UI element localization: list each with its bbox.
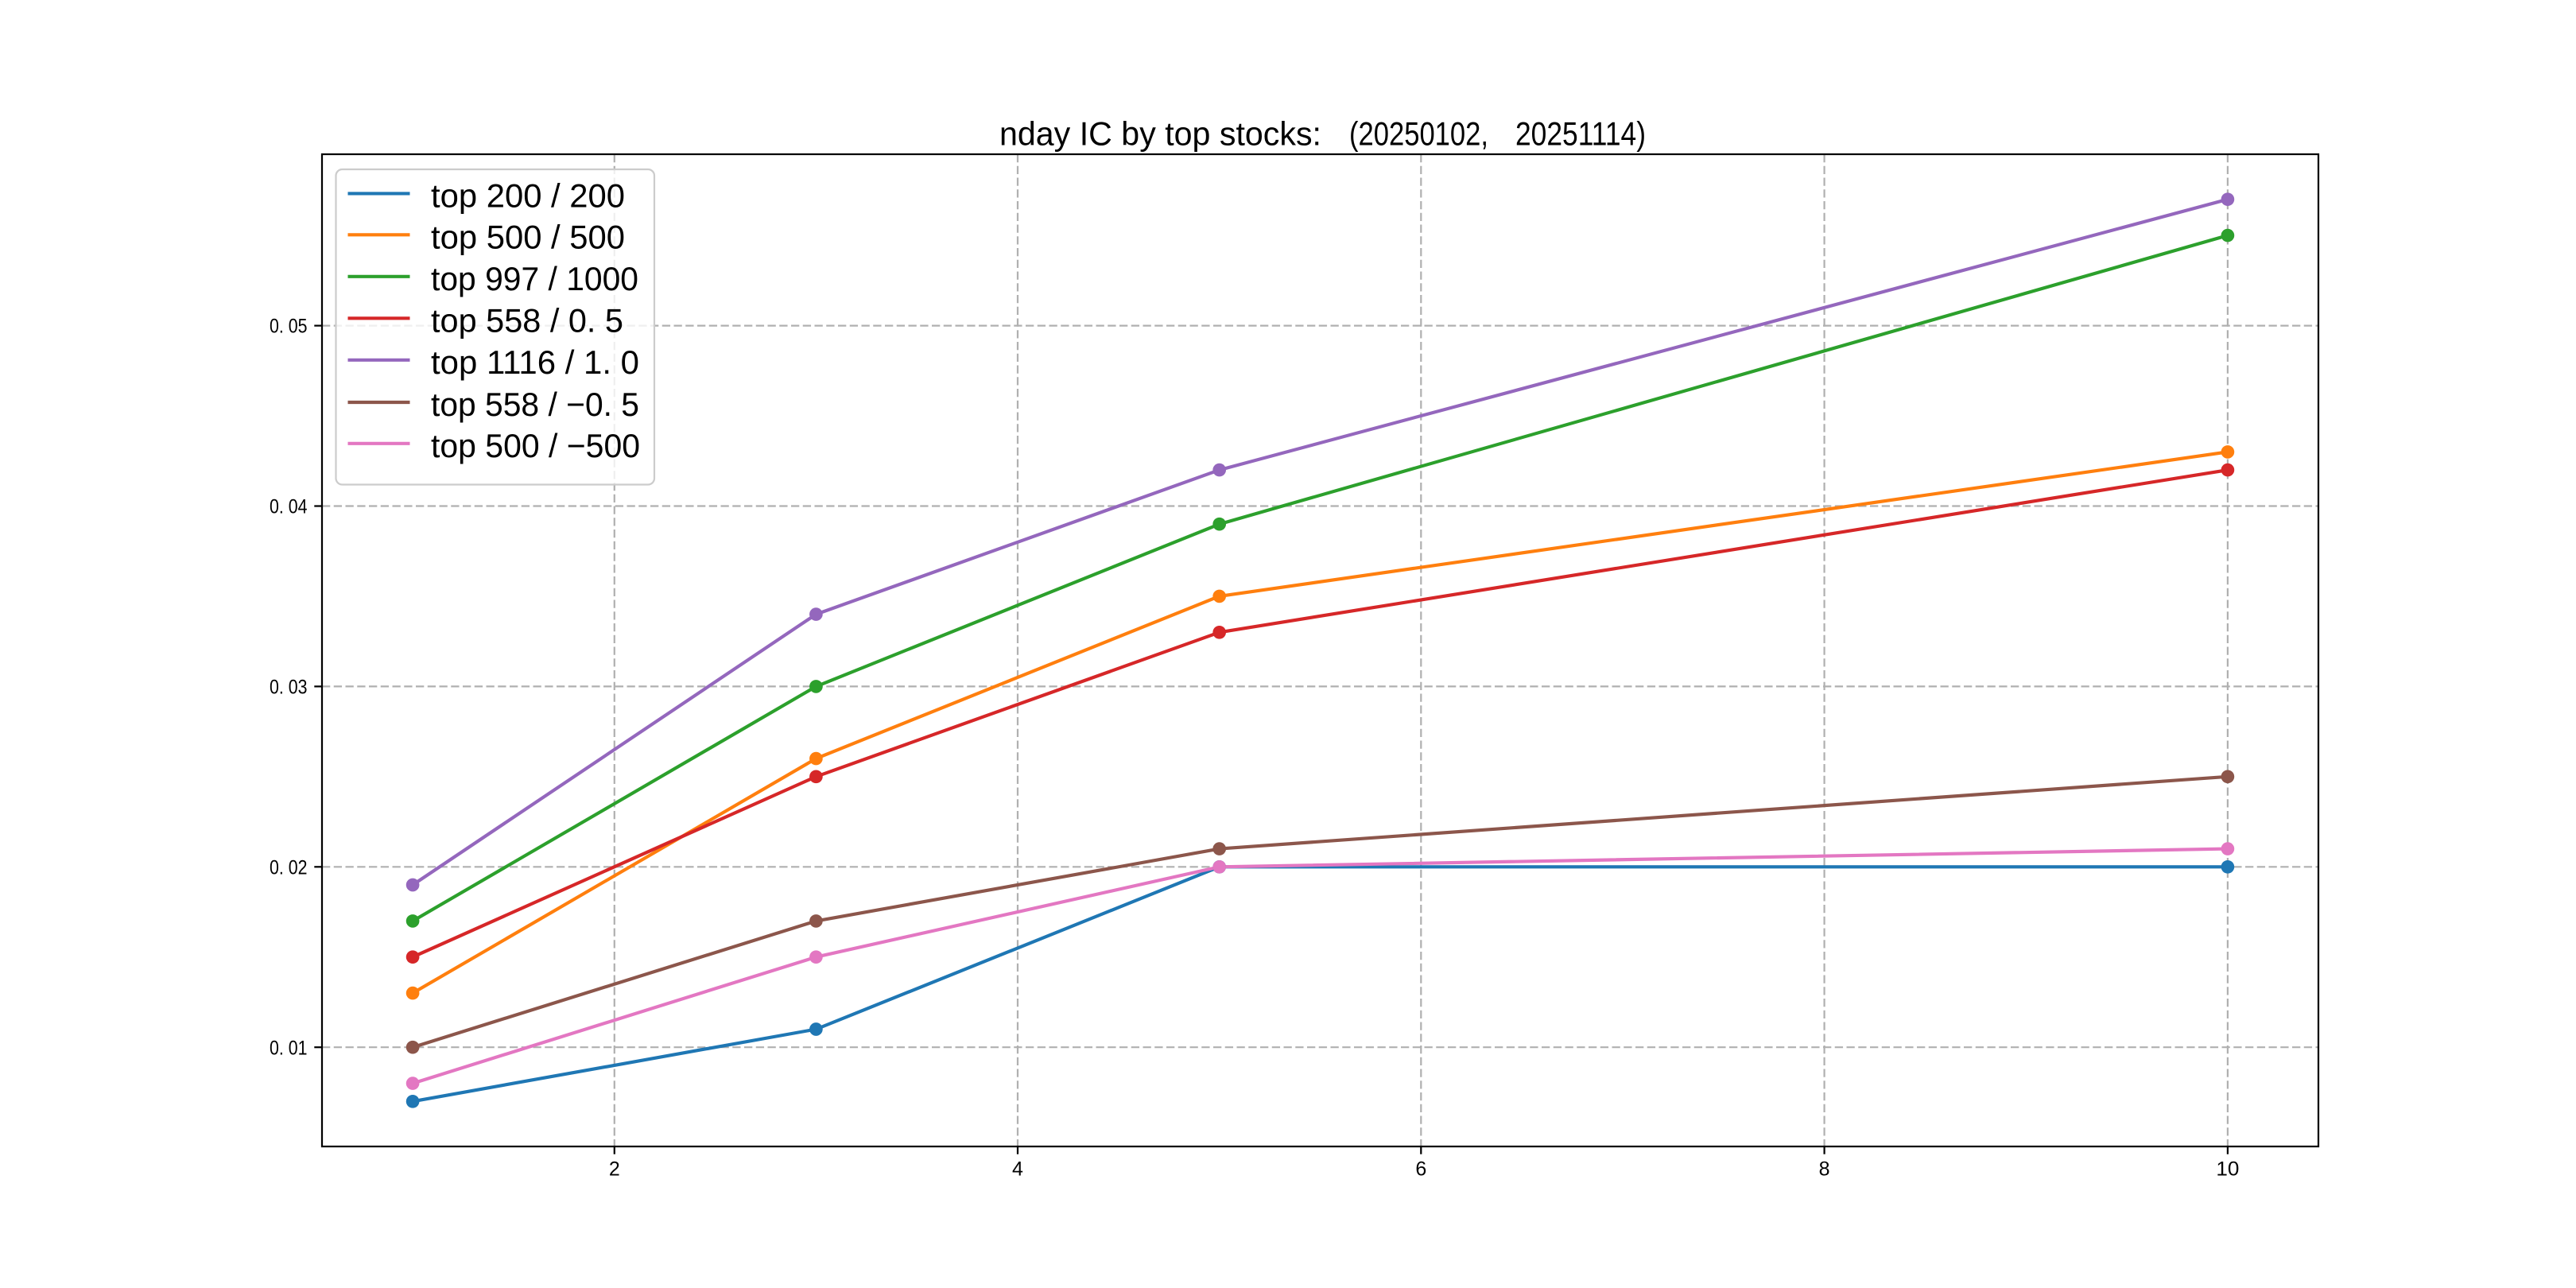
svg-text:top 997 / 1000: top 997 / 1000 xyxy=(431,260,638,297)
svg-text:top 200 / 200: top 200 / 200 xyxy=(431,177,625,215)
svg-text:0. 01: 0. 01 xyxy=(270,1037,308,1059)
svg-text:0. 05: 0. 05 xyxy=(270,316,308,338)
svg-text:2: 2 xyxy=(609,1158,620,1181)
svg-text:10: 10 xyxy=(2216,1158,2239,1181)
svg-text:20251114): 20251114) xyxy=(1515,115,1646,153)
svg-text:4: 4 xyxy=(1012,1158,1023,1181)
svg-text:0. 04: 0. 04 xyxy=(270,496,308,518)
svg-text:top 558 / −0. 5: top 558 / −0. 5 xyxy=(431,386,639,423)
svg-text:nday IC by top stocks:: nday IC by top stocks: xyxy=(999,115,1321,153)
svg-text:0. 03: 0. 03 xyxy=(270,677,308,699)
svg-text:8: 8 xyxy=(1819,1158,1830,1181)
svg-text:0. 02: 0. 02 xyxy=(270,856,308,879)
svg-text:top 500 / −500: top 500 / −500 xyxy=(431,427,640,464)
svg-text:6: 6 xyxy=(1415,1158,1426,1181)
svg-text:top 558 / 0. 5: top 558 / 0. 5 xyxy=(431,302,623,339)
svg-text:(20250102,: (20250102, xyxy=(1349,115,1488,153)
svg-text:top 500 / 500: top 500 / 500 xyxy=(431,219,625,256)
svg-text:top 1116 / 1. 0: top 1116 / 1. 0 xyxy=(431,343,639,381)
